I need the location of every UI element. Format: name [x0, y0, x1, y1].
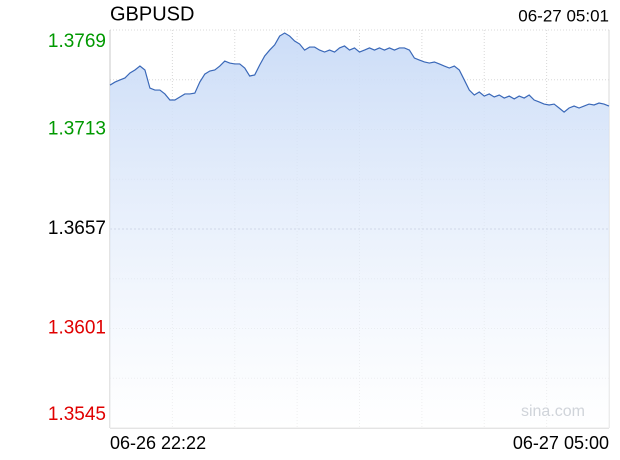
y-tick-label: 1.3713 [48, 119, 106, 140]
x-tick-label: 06-26 22:22 [110, 433, 206, 453]
timestamp: 06-27 05:01 [518, 6, 609, 25]
price-line [109, 32, 610, 113]
area [110, 33, 609, 429]
y-tick-label: 1.3769 [48, 31, 106, 52]
x-tick-label: 06-27 05:00 [513, 433, 609, 453]
y-tick-label: 1.3545 [48, 404, 106, 425]
y-tick-label: 1.3601 [48, 318, 106, 339]
watermark: sina.com [521, 403, 585, 420]
y-tick-label: 1.3657 [48, 218, 106, 239]
chart-title: GBPUSD [110, 3, 194, 25]
